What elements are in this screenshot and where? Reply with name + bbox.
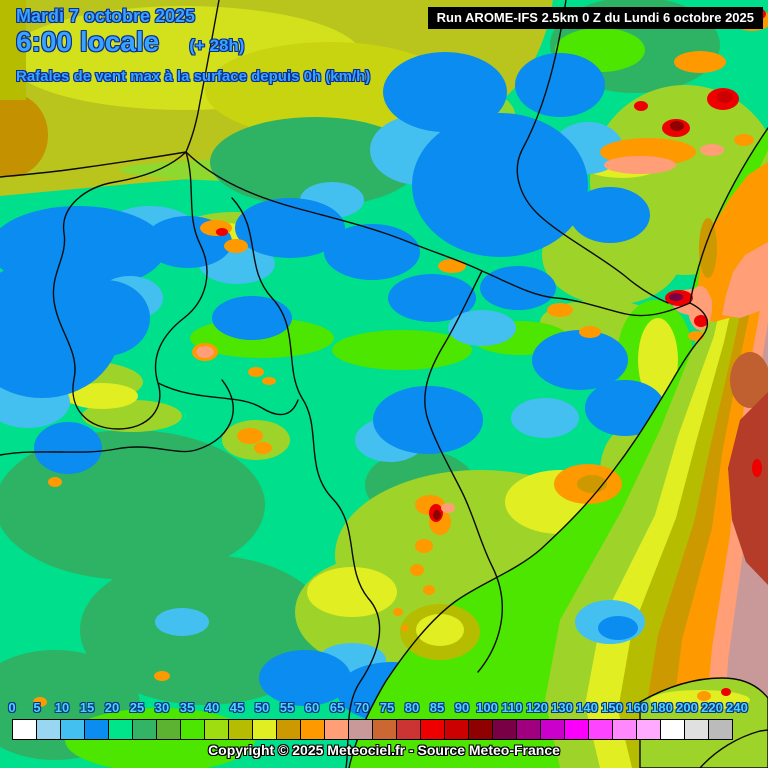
legend-tick-label: 200 — [676, 700, 698, 715]
legend-tick-label: 75 — [379, 700, 395, 715]
map-header: Mardi 7 octobre 2025 6:00 locale (+ 28h) — [16, 6, 244, 57]
legend-color-cell — [36, 719, 61, 740]
legend-tick-label: 100 — [476, 700, 498, 715]
legend-color-cell — [60, 719, 85, 740]
legend-color-cell — [252, 719, 277, 740]
legend-tick-label: 5 — [33, 700, 41, 715]
legend-tick-label: 90 — [454, 700, 470, 715]
copyright-label: Copyright © 2025 Meteociel.fr - Source M… — [208, 742, 560, 758]
legend-color-cell — [684, 719, 709, 740]
legend-tick-label: 35 — [179, 700, 195, 715]
legend-color-cell — [276, 719, 301, 740]
date-label: Mardi 7 octobre 2025 — [16, 6, 196, 26]
mountain-gust-spots — [33, 8, 768, 707]
legend-color-cell — [204, 719, 229, 740]
legend-color-cell — [132, 719, 157, 740]
legend-tick-label: 40 — [204, 700, 220, 715]
legend-color-cell — [468, 719, 493, 740]
legend-tick-label: 15 — [79, 700, 95, 715]
legend-tick-labels: 0 5 10 15 20 25 30 35 40 45 50 55 60 65 70 75 80 85 90 100 1… — [0, 700, 768, 716]
legend-color-cell — [612, 719, 637, 740]
legend-tick-label: 110 — [501, 700, 523, 715]
legend-color-cell — [636, 719, 661, 740]
legend-color-cell — [228, 719, 253, 740]
legend-color-cell — [324, 719, 349, 740]
parameter-label: Rafales de vent max à la surface depuis … — [16, 68, 371, 85]
legend-color-cell — [180, 719, 205, 740]
legend-color-cell — [420, 719, 445, 740]
legend-tick-label: 180 — [651, 700, 673, 715]
sea-mediterranean-bands — [349, 128, 768, 768]
legend-tick-label: 150 — [601, 700, 623, 715]
legend-tick-label: 65 — [329, 700, 345, 715]
legend-color-cell — [396, 719, 421, 740]
sea-atlantic — [0, 0, 553, 196]
legend-tick-label: 25 — [129, 700, 145, 715]
legend-tick-label: 220 — [701, 700, 723, 715]
legend-tick-label: 10 — [54, 700, 70, 715]
legend-color-cell — [156, 719, 181, 740]
legend-tick-label: 50 — [254, 700, 270, 715]
legend-color-scale — [12, 719, 733, 740]
legend-color-cell — [564, 719, 589, 740]
legend-tick-label: 0 — [8, 700, 16, 715]
legend-color-cell — [708, 719, 733, 740]
time-label: 6:00 locale — [16, 26, 160, 57]
legend-tick-label: 55 — [279, 700, 295, 715]
legend-color-cell — [372, 719, 397, 740]
legend-color-cell — [444, 719, 469, 740]
legend-tick-label: 20 — [104, 700, 120, 715]
legend-color-cell — [516, 719, 541, 740]
legend-color-cell — [660, 719, 685, 740]
legend-tick-label: 60 — [304, 700, 320, 715]
legend-color-cell — [300, 719, 325, 740]
legend-color-cell — [348, 719, 373, 740]
legend-color-cell — [12, 719, 37, 740]
legend-color-cell — [588, 719, 613, 740]
legend-tick-label: 130 — [551, 700, 573, 715]
legend-tick-label: 140 — [576, 700, 598, 715]
legend-tick-label: 240 — [726, 700, 748, 715]
legend-tick-label: 160 — [626, 700, 648, 715]
legend-color-cell — [540, 719, 565, 740]
forecast-offset-label: (+ 28h) — [189, 36, 245, 55]
legend-tick-label: 30 — [154, 700, 170, 715]
legend-tick-label: 70 — [354, 700, 370, 715]
legend-color-cell — [492, 719, 517, 740]
run-info-box: Run AROME-IFS 2.5km 0 Z du Lundi 6 octob… — [427, 7, 763, 29]
wind-speed-legend: 0 5 10 15 20 25 30 35 40 45 50 55 60 65 70 75 80 85 90 100 1… — [0, 698, 768, 768]
legend-tick-label: 85 — [429, 700, 445, 715]
legend-color-cell — [84, 719, 109, 740]
legend-tick-label: 45 — [229, 700, 245, 715]
legend-color-cell — [108, 719, 133, 740]
legend-tick-label: 120 — [526, 700, 548, 715]
legend-tick-label: 80 — [404, 700, 420, 715]
